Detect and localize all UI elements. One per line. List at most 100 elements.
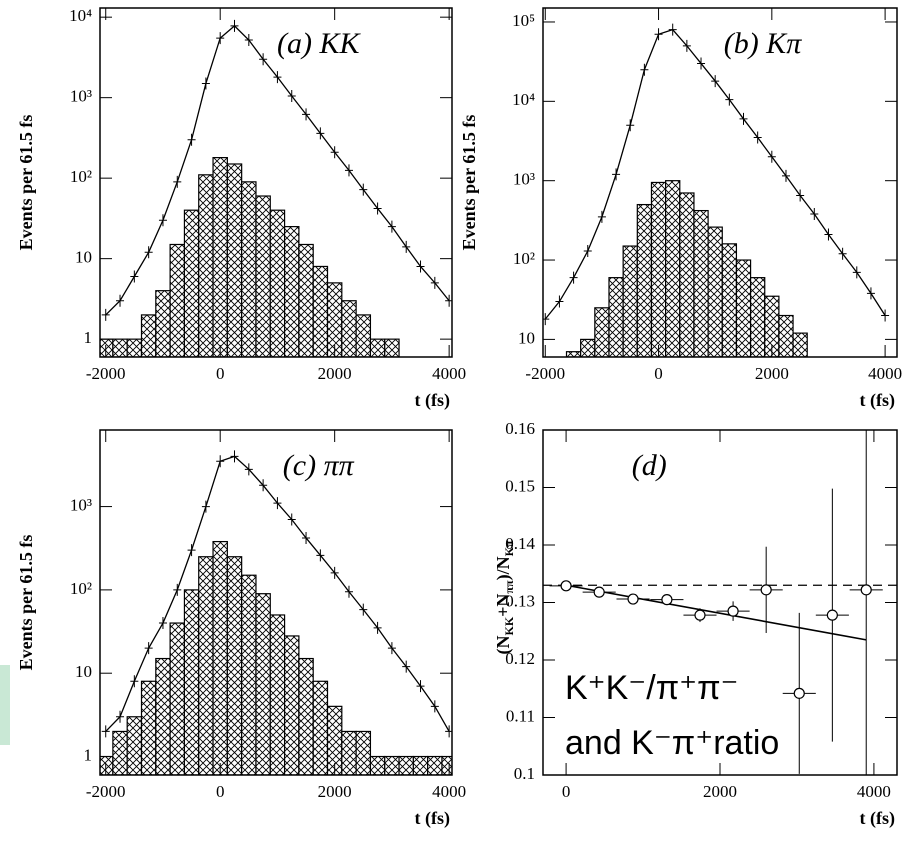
x-axis-label: t (fs) [415,390,450,411]
background-bin [112,730,128,775]
panel-title: (d) [632,449,667,482]
frame [542,429,898,776]
background-bin [369,338,386,357]
y-tick-label: 0.15 [505,476,535,495]
background-bin [198,556,214,775]
data-point [852,266,861,279]
y-tick-label: 10³ [70,495,92,514]
background-bin [735,259,752,357]
data-point [244,463,253,476]
background-bin [355,314,372,357]
data-point [739,112,748,125]
data-point [201,77,210,90]
data-point [158,617,167,630]
data-point [373,202,382,215]
data-point [866,287,875,300]
data-point [359,183,368,196]
background-bin [565,351,582,357]
data-point [116,710,125,723]
data-point [793,687,805,699]
y-tick-label: 10² [70,579,92,598]
x-tick-label: 0 [216,782,225,801]
data-point [593,586,605,598]
plot-area [543,430,897,775]
y-tick-label: 0.16 [505,419,535,438]
background-bin [693,209,709,357]
background-bin [665,180,681,357]
y-tick-label: 10⁵ [512,11,535,30]
panel-title: (a) KK [277,27,361,60]
data-point [402,660,411,673]
data-point [302,108,311,121]
x-tick-label: 2000 [318,782,352,801]
background-bin [255,593,271,775]
x-tick-label: 4000 [857,782,891,801]
data-point [273,71,282,84]
data-point [330,566,339,579]
data-point [727,605,739,617]
data-point [287,513,296,526]
y-tick-label: 10³ [70,87,92,106]
y-tick-label: 10² [513,249,535,268]
data-point [543,313,550,326]
data-point [560,580,572,592]
x-tick-label: 2000 [318,364,352,383]
background-bin [140,314,157,357]
data-point [711,75,720,88]
data-point [430,276,439,289]
background-bin [226,556,243,775]
plot-area [100,450,452,775]
data-point [725,93,734,106]
data-point [881,309,890,322]
background-bin [594,307,610,357]
background-bin [126,338,143,357]
y-tick-label: 10 [75,662,92,681]
background-bin [580,338,596,357]
annotation: and K⁻π⁺ratio [565,724,779,762]
x-axis-label: t (fs) [860,808,895,829]
x-tick-label: 4000 [868,364,902,383]
background-bin [412,755,429,775]
background-bin [369,755,386,775]
background-bin [226,163,243,357]
background-bin [269,209,286,357]
y-tick-label: 0.14 [505,534,535,553]
background-bin [427,755,443,775]
frame [542,7,898,358]
background-bin [212,157,228,357]
data-point [101,308,110,321]
background-bin [183,209,200,357]
frame [99,7,453,358]
frame [99,429,453,776]
y-tick-label: 10 [75,248,92,267]
y-tick-label: 0.1 [514,764,535,783]
y-axis-label-part: (N [493,636,514,655]
data-point [387,642,396,655]
background-bin [112,338,128,357]
data-point [259,479,268,492]
panel-title: (c) ππ [283,449,355,482]
background-bin [384,755,400,775]
background-bin [298,243,314,357]
data-point [583,244,592,257]
background-bin [298,657,314,775]
background-bin [622,245,638,357]
background-bin [198,174,214,357]
data-point [387,220,396,233]
data-point [760,584,772,596]
data-point [694,609,706,621]
data-point [824,228,833,241]
data-point [287,89,296,102]
data-point [860,584,872,596]
data-point [116,294,125,307]
data-point [244,34,253,47]
y-axis-label-part: KK [502,616,516,635]
background-bin [126,716,143,775]
background-bin [312,680,329,775]
data-point [597,210,606,223]
background-bin [312,265,329,357]
x-axis-label: t (fs) [415,808,450,829]
x-tick-label: -2000 [86,782,126,801]
y-tick-label: 10⁴ [69,6,92,25]
y-tick-label: 10² [70,167,92,186]
